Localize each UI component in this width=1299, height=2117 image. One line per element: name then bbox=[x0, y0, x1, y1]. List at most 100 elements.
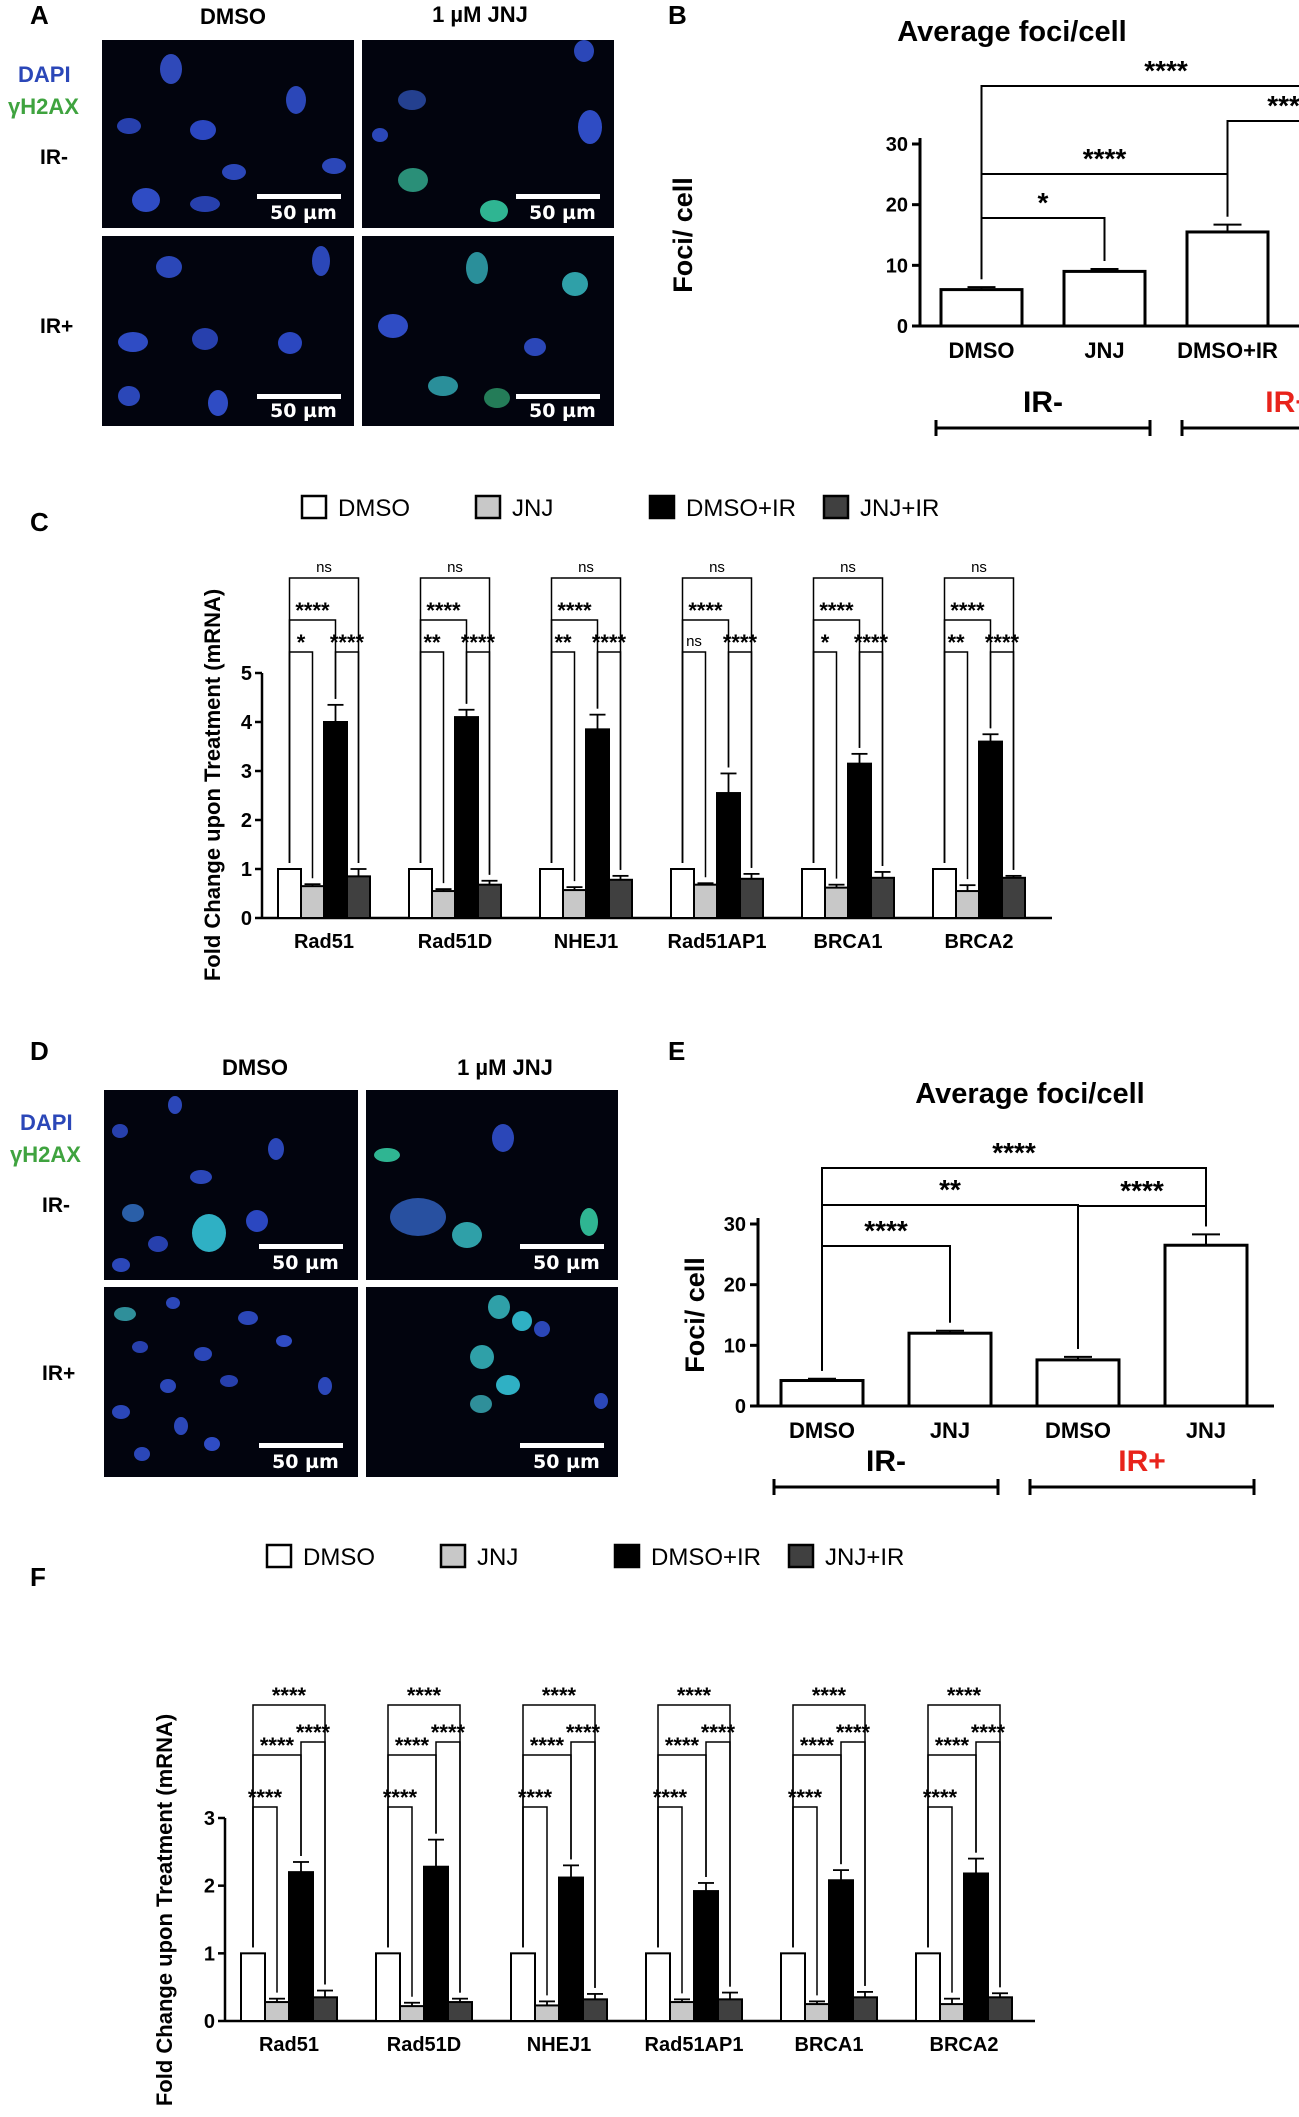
significance-bracket bbox=[821, 1167, 1207, 1371]
significance-label: **** bbox=[800, 1733, 835, 1758]
bar-brca1-dmso bbox=[780, 1952, 806, 2023]
significance-label: **** bbox=[1144, 55, 1188, 86]
significance-label: **** bbox=[530, 1733, 565, 1758]
bar-dmso bbox=[779, 1379, 865, 1408]
bar-rad51-dmso bbox=[277, 868, 302, 919]
panel-letter-c: C bbox=[30, 507, 49, 537]
bar-rad51-jnj-ir bbox=[346, 875, 371, 920]
micrograph-a1-scale: 50 µm bbox=[270, 202, 337, 224]
significance-label: ** bbox=[939, 1174, 961, 1205]
micrograph-a4-scale: 50 µm bbox=[529, 400, 596, 422]
significance-label: **** bbox=[407, 1683, 442, 1708]
bar-brca2-jnj-ir bbox=[1001, 876, 1026, 920]
significance-label: ns bbox=[971, 559, 987, 576]
bar-brca2-jnj bbox=[955, 890, 980, 919]
x-tick-label: JNJ bbox=[930, 1418, 970, 1443]
micrograph-d1-scale: 50 µm bbox=[272, 1252, 339, 1274]
bar-brca1-jnj bbox=[804, 2003, 830, 2023]
group-label-ir-plus: IR+ bbox=[1265, 386, 1299, 419]
legend-label: JNJ bbox=[512, 495, 553, 522]
significance-label: * bbox=[1038, 187, 1049, 218]
significance-label: ns bbox=[578, 559, 594, 576]
micrograph-d2-scale: 50 µm bbox=[533, 1252, 600, 1274]
bar-brca1-dmso bbox=[801, 868, 826, 919]
significance-label: **** bbox=[330, 630, 365, 655]
panel-a-stain-h2ax: γH2AX bbox=[8, 94, 79, 119]
significance-label: **** bbox=[1083, 143, 1127, 174]
x-tick-label: DMSO bbox=[949, 338, 1015, 363]
x-tick-label: DMSO bbox=[789, 1418, 855, 1443]
bar-brca1-jnj-ir bbox=[870, 876, 895, 920]
bar-rad51ap1-jnj-ir bbox=[717, 1998, 743, 2023]
panel-letter-d: D bbox=[30, 1036, 49, 1066]
bar-rad51ap1-jnj bbox=[693, 883, 718, 919]
bar-nhej1-jnj bbox=[562, 889, 587, 920]
bar-rad51ap1-dmso-ir bbox=[693, 1890, 719, 2022]
bar-brca2-jnj-ir bbox=[987, 1996, 1013, 2023]
bar-rad51d-jnj bbox=[431, 890, 456, 919]
significance-bracket bbox=[419, 651, 445, 884]
y-tick-label: 20 bbox=[724, 1275, 746, 1297]
significance-label: **** bbox=[819, 598, 854, 623]
x-tick-label: Rad51 bbox=[259, 2034, 319, 2056]
bar-jnj bbox=[1062, 269, 1147, 328]
bar-brca2-dmso-ir bbox=[978, 740, 1003, 919]
bar-rad51-jnj bbox=[300, 885, 325, 919]
bar-rad51-dmso-ir bbox=[323, 721, 348, 919]
x-tick-label: DMSO+IR bbox=[1177, 338, 1278, 363]
y-tick-label: 1 bbox=[241, 859, 252, 881]
bar-nhej1-jnj bbox=[534, 2004, 560, 2023]
significance-label: **** bbox=[395, 1733, 430, 1758]
panel-a-col-title-dmso: DMSO bbox=[200, 4, 266, 29]
significance-bracket bbox=[927, 1704, 1001, 1988]
significance-bracket bbox=[288, 577, 360, 863]
panel-a-col-title-jnj: 1 µM JNJ bbox=[432, 2, 528, 27]
legend-swatch-jnj bbox=[474, 494, 502, 520]
chart-b-ylabel: Foci/ cell bbox=[668, 177, 698, 293]
significance-label: * bbox=[297, 630, 306, 655]
legend-swatch-jnj-ir bbox=[822, 494, 850, 520]
significance-label: **** bbox=[985, 630, 1020, 655]
significance-label: ns bbox=[840, 559, 856, 576]
panel-a-row-label-ir-minus: IR- bbox=[40, 146, 68, 169]
significance-bracket bbox=[252, 1704, 326, 1985]
bar-brca1-dmso-ir bbox=[847, 762, 872, 919]
x-tick-label: BRCA2 bbox=[930, 2034, 999, 2056]
legend-label: DMSO bbox=[303, 1544, 375, 1571]
bar-nhej1-dmso bbox=[510, 1952, 536, 2023]
x-tick-label: Rad51D bbox=[387, 2034, 461, 2056]
micrograph-a3-scale: 50 µm bbox=[270, 400, 337, 422]
significance-bracket bbox=[419, 577, 491, 875]
bar-brca1-dmso-ir bbox=[828, 1879, 854, 2022]
panel-letter-e: E bbox=[668, 1036, 686, 1066]
bar-dmso bbox=[939, 288, 1024, 328]
x-tick-label: BRCA1 bbox=[814, 931, 883, 953]
micrograph-a-dmso-ir-plus: 50 µm bbox=[102, 236, 354, 426]
x-tick-label: BRCA1 bbox=[795, 2034, 864, 2056]
micrograph-a-jnj-ir-plus: 50 µm bbox=[362, 236, 614, 426]
bar-brca2-jnj bbox=[939, 2003, 965, 2023]
legend-swatch-dmso bbox=[300, 494, 328, 520]
bar-rad51ap1-dmso-ir bbox=[716, 792, 741, 919]
significance-label: **** bbox=[461, 630, 496, 655]
significance-bracket bbox=[792, 1704, 866, 1986]
bar-rad51-dmso-ir bbox=[288, 1871, 314, 2022]
significance-label: **** bbox=[723, 630, 758, 655]
significance-label: **** bbox=[665, 1733, 700, 1758]
x-tick-label: NHEJ1 bbox=[554, 931, 618, 953]
y-tick-label: 2 bbox=[241, 810, 252, 832]
bar-nhej1-jnj-ir bbox=[608, 878, 633, 919]
significance-label: ns bbox=[686, 633, 702, 650]
significance-label: **** bbox=[260, 1733, 295, 1758]
significance-label: **** bbox=[295, 598, 330, 623]
bar-rad51d-jnj-ir bbox=[447, 2001, 473, 2023]
panel-d-stain-dapi: DAPI bbox=[20, 1110, 73, 1135]
y-tick-label: 2 bbox=[204, 1876, 215, 1898]
significance-label: * bbox=[821, 630, 830, 655]
y-tick-label: 5 bbox=[241, 663, 252, 685]
bar-rad51d-jnj-ir bbox=[477, 883, 502, 919]
bar-brca2-dmso bbox=[915, 1952, 941, 2023]
significance-label: **** bbox=[864, 1215, 908, 1246]
bar-rad51d-dmso bbox=[375, 1952, 401, 2023]
bar-brca2-dmso-ir bbox=[963, 1872, 989, 2022]
